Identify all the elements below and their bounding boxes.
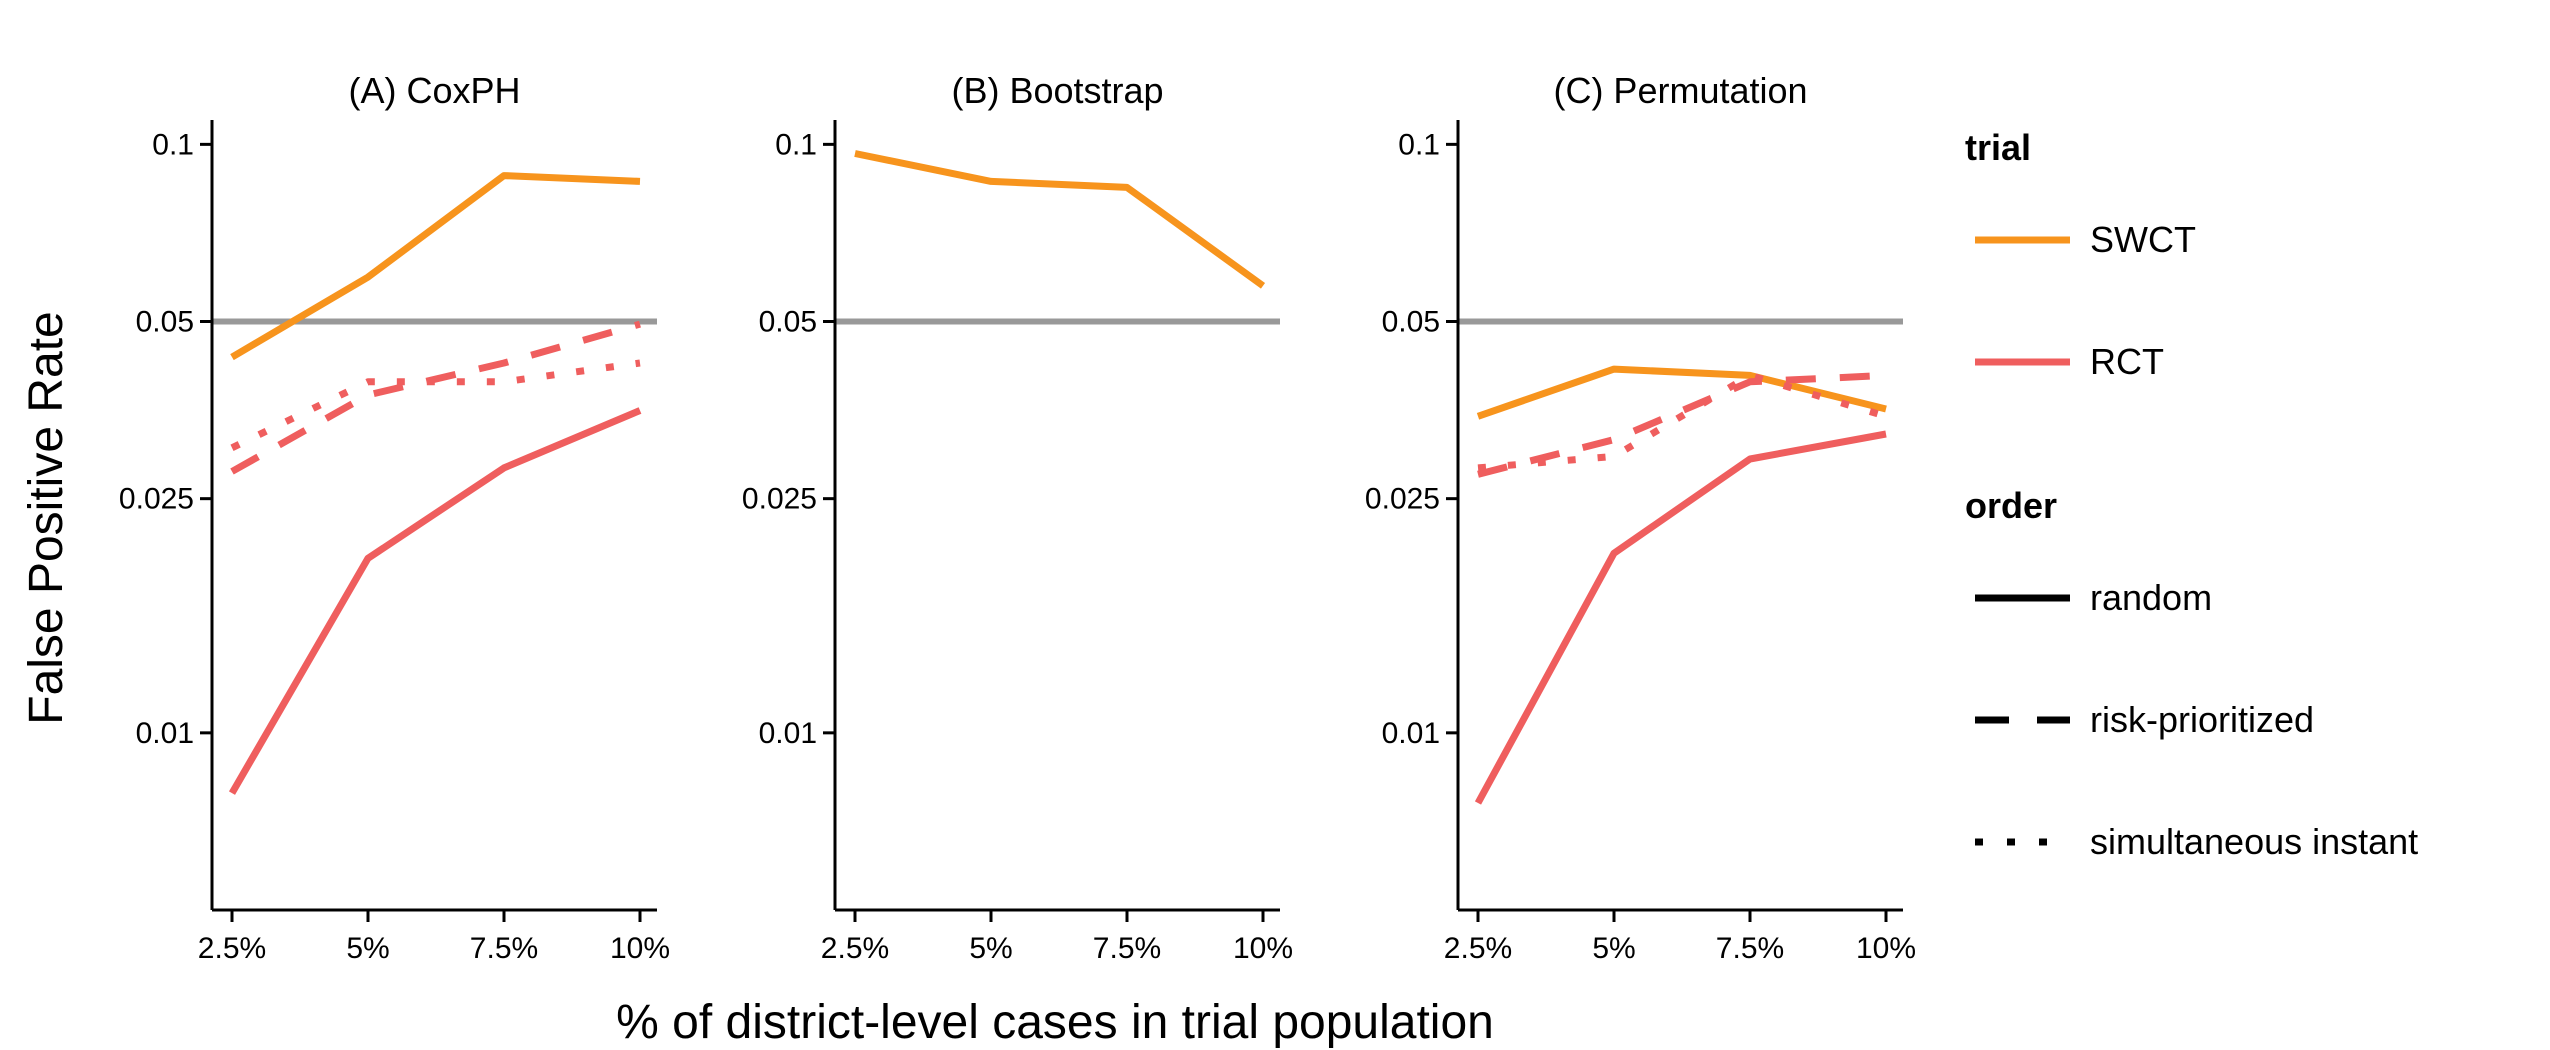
- y-tick-label: 0.025: [742, 483, 817, 516]
- legend-label-random: random: [2090, 577, 2212, 618]
- x-tick-label: 10%: [1233, 932, 1293, 965]
- y-tick-label: 0.1: [152, 128, 194, 161]
- x-tick-label: 10%: [1856, 932, 1916, 965]
- legend-title-trial: trial: [1965, 127, 2031, 168]
- x-tick-label: 2.5%: [821, 932, 889, 965]
- panel-title: (B) Bootstrap: [951, 70, 1163, 111]
- series-line-swct-random: [854, 150, 1266, 289]
- legend-title-order: order: [1965, 485, 2057, 526]
- y-axis-title: False Positive Rate: [20, 311, 73, 725]
- y-tick-label: 0.1: [1398, 128, 1440, 161]
- x-tick-label: 5%: [346, 932, 389, 965]
- x-tick-label: 5%: [1592, 932, 1635, 965]
- series-line-swct-random: [230, 172, 641, 361]
- panel-2: (B) Bootstrap 0.01 0.025 0.05 0.1 2.5% 5% 7.5% 1…: [742, 70, 1293, 965]
- series-line-rct-random: [1474, 430, 1887, 805]
- y-tick-label: 0.025: [119, 483, 194, 516]
- x-tick-label: 7.5%: [1716, 932, 1784, 965]
- y-tick-label: 0.01: [759, 717, 817, 750]
- panel-3: (C) Permutation 0.01 0.025 0.05 0.1 2.5% 5% 7.5…: [1365, 70, 1916, 965]
- y-tick-label: 0.05: [136, 306, 194, 339]
- y-tick-label: 0.05: [1382, 306, 1440, 339]
- x-tick-label: 2.5%: [198, 932, 266, 965]
- panel-title: (C) Permutation: [1553, 70, 1807, 111]
- series-line-rct-random: [228, 407, 642, 795]
- legend-label-swct: SWCT: [2090, 219, 2196, 260]
- legend-label-rct: RCT: [2090, 341, 2164, 382]
- x-axis-title: % of district-level cases in trial popul…: [616, 996, 1494, 1049]
- legend-label-risk-prioritized: risk-prioritized: [2090, 699, 2314, 740]
- y-tick-label: 0.1: [775, 128, 817, 161]
- series-line-rct-risk-prioritized: [1477, 371, 1887, 478]
- y-tick-label: 0.05: [759, 306, 817, 339]
- series-line-swct-random: [1476, 365, 1887, 420]
- legend: trial SWCT RCT order random risk-priorit…: [1965, 127, 2418, 862]
- y-tick-label: 0.025: [1365, 483, 1440, 516]
- panel-title: (A) CoxPH: [348, 70, 520, 111]
- y-tick-label: 0.01: [136, 717, 194, 750]
- y-tick-label: 0.01: [1382, 717, 1440, 750]
- legend-label-simultaneous-instant: simultaneous instant: [2090, 821, 2418, 862]
- series-line-rct-risk-prioritized: [230, 320, 641, 475]
- panel-1: (A) CoxPH 0.01 0.025 0.05 0.1 2.5% 5% 7.5% 10%: [119, 70, 670, 965]
- x-tick-label: 5%: [969, 932, 1012, 965]
- x-tick-label: 2.5%: [1444, 932, 1512, 965]
- x-tick-label: 10%: [610, 932, 670, 965]
- series-line-rct-simultaneous-instant: [1477, 371, 1888, 472]
- x-tick-label: 7.5%: [1093, 932, 1161, 965]
- x-tick-label: 7.5%: [470, 932, 538, 965]
